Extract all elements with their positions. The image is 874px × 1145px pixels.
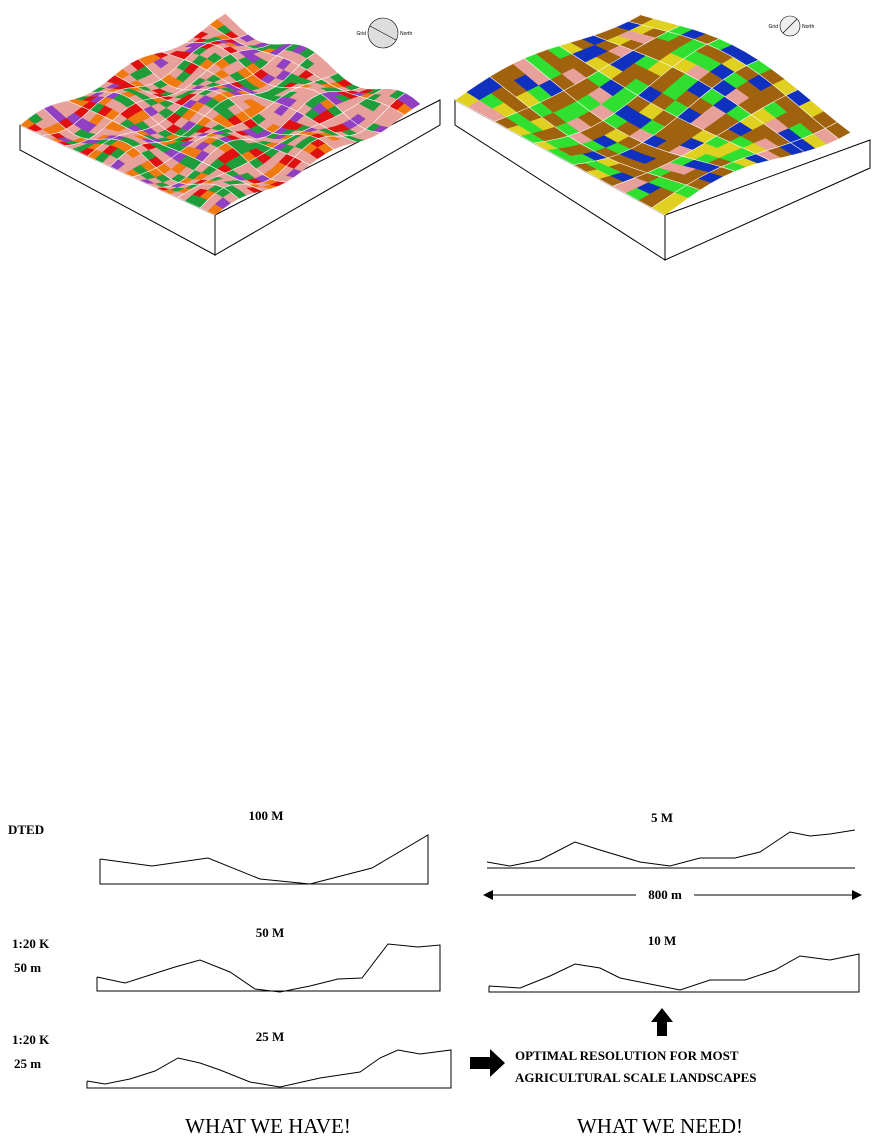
row-label: DTED bbox=[8, 822, 44, 837]
terrain-grid bbox=[67, 100, 263, 191]
compass-grid: Grid bbox=[769, 24, 779, 30]
profile-label: 10 M bbox=[648, 933, 677, 948]
arrowhead bbox=[483, 890, 493, 900]
terrain-surface bbox=[454, 14, 851, 216]
compass-needle bbox=[369, 25, 397, 41]
terrain-grid bbox=[612, 89, 798, 187]
row-label: 1:20 K bbox=[12, 1032, 50, 1047]
caption: WHAT WE NEED! bbox=[577, 1114, 743, 1138]
terrain-grid bbox=[177, 89, 383, 198]
terrain-grid bbox=[454, 14, 641, 101]
terrain-grid bbox=[628, 21, 839, 139]
profile-label: 25 M bbox=[256, 1029, 285, 1044]
arrowhead bbox=[852, 890, 862, 900]
terrain-grid bbox=[524, 58, 735, 172]
terrain-patch bbox=[404, 97, 421, 110]
compass-grid: Grid bbox=[357, 31, 367, 37]
terrain-grid bbox=[42, 34, 248, 136]
terrain-grid bbox=[138, 58, 334, 150]
terrain-grid bbox=[185, 42, 381, 133]
terrain-grid bbox=[19, 124, 216, 216]
terrain-grid bbox=[199, 92, 406, 209]
terrain-grid bbox=[573, 59, 759, 165]
terrain-grid bbox=[494, 25, 680, 122]
terrain-grid bbox=[19, 13, 226, 126]
profile-label: 100 M bbox=[248, 808, 283, 823]
right-arrow bbox=[470, 1049, 505, 1077]
profile-line bbox=[96, 943, 441, 993]
profile-line bbox=[486, 829, 856, 867]
terrain-grid bbox=[489, 76, 700, 191]
terrain-grid bbox=[161, 51, 358, 143]
row-label: 25 m bbox=[14, 1056, 41, 1071]
terrain-surface bbox=[19, 13, 421, 216]
row-label: 1:20 K bbox=[12, 936, 50, 951]
terrain-grid bbox=[533, 38, 719, 144]
note-line: AGRICULTURAL SCALE LANDSCAPES bbox=[515, 1070, 757, 1085]
terrain-grid bbox=[593, 35, 804, 152]
terrain-grid bbox=[90, 91, 286, 183]
note-line: OPTIMAL RESOLUTION FOR MOST bbox=[515, 1048, 739, 1063]
terrain-grid bbox=[132, 72, 338, 178]
distance-label: 800 m bbox=[648, 887, 682, 902]
terrain-grid bbox=[87, 44, 293, 157]
up-arrow bbox=[651, 1008, 673, 1036]
terrain-grid bbox=[154, 87, 361, 188]
block-side bbox=[664, 139, 871, 261]
terrain-grid bbox=[651, 122, 838, 209]
terrain-grid bbox=[558, 45, 770, 161]
terrain-grid bbox=[114, 74, 310, 166]
compass-north: North bbox=[802, 24, 814, 30]
caption: WHAT WE HAVE! bbox=[185, 1114, 351, 1138]
terrain-grid bbox=[209, 24, 405, 116]
profile-line bbox=[488, 953, 860, 993]
compass-needle bbox=[782, 18, 798, 34]
profile-label: 5 M bbox=[651, 810, 673, 825]
profile-label: 50 M bbox=[256, 925, 285, 940]
terrain-grid bbox=[109, 52, 316, 167]
terrain-grid bbox=[454, 99, 666, 216]
profile-line bbox=[86, 1049, 452, 1089]
profile-line bbox=[99, 834, 429, 885]
terrain-grid bbox=[43, 108, 239, 199]
row-label: 50 m bbox=[14, 960, 41, 975]
compass-north: North bbox=[400, 31, 412, 37]
terrain-grid bbox=[64, 44, 271, 147]
